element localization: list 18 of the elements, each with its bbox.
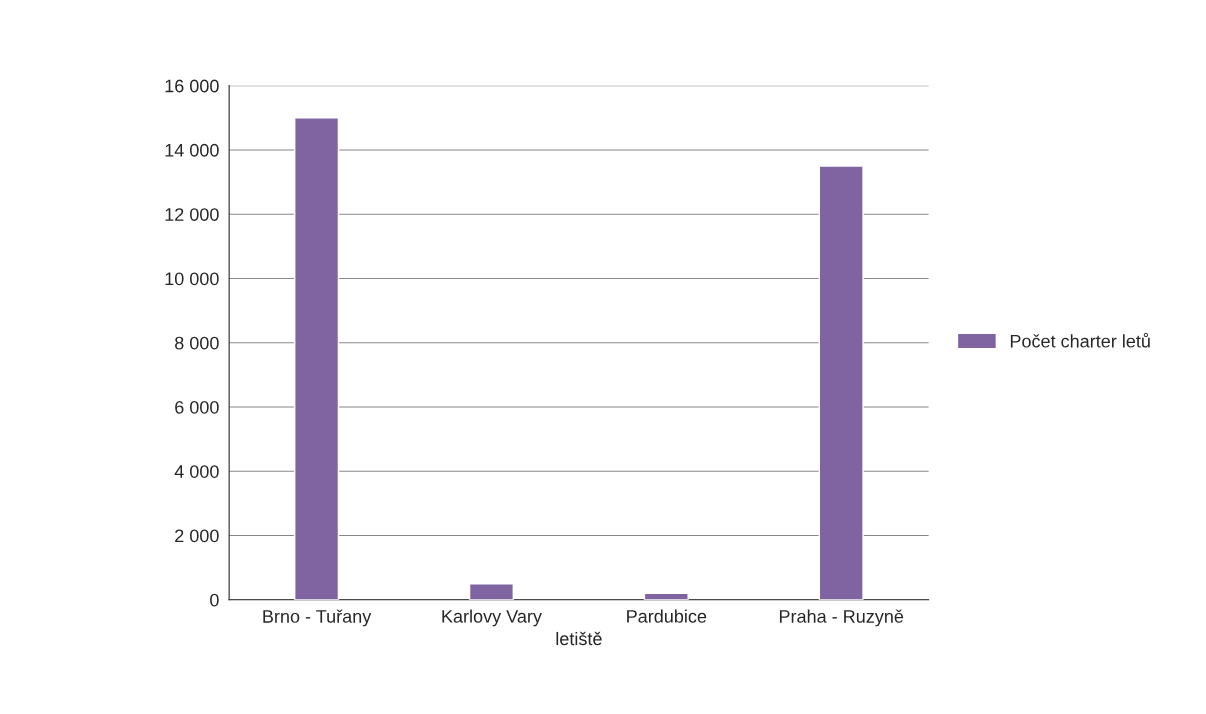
y-tick-label: 16 000 <box>165 79 219 93</box>
bar <box>468 582 514 600</box>
x-tick-label: Karlovy Vary <box>442 609 542 627</box>
bar <box>818 165 864 600</box>
y-tick-label: 4 000 <box>174 465 219 478</box>
y-tick-label: 8 000 <box>175 336 219 350</box>
y-tick-label: 0 <box>210 593 219 607</box>
x-axis-title: letiště <box>556 631 602 646</box>
legend-label: Počet charter letů <box>1010 332 1150 348</box>
y-tick-label: 10 000 <box>165 272 219 286</box>
bar <box>294 117 340 600</box>
y-tick-label: 6 000 <box>175 400 219 414</box>
y-tick-label: 14 000 <box>165 143 219 157</box>
x-tick-label: Brno - Tuřany <box>263 609 372 627</box>
y-tick-label: 2 000 <box>175 529 219 543</box>
y-tick-label: 12 000 <box>165 208 219 221</box>
x-tick-label: Praha - Ruzyně <box>779 609 904 627</box>
x-tick-label: Pardubice <box>627 609 707 623</box>
